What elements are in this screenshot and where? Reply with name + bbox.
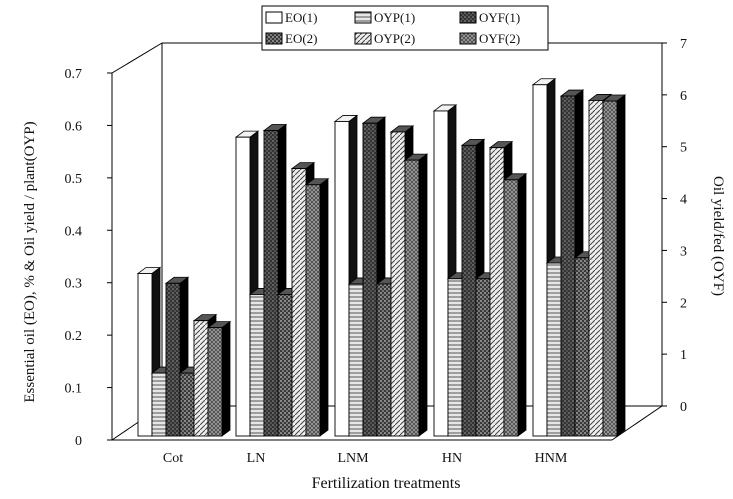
bar-front [165,282,181,437]
bar-front [602,100,618,437]
bar-front [334,120,350,437]
floor-right-diagonal [611,405,663,441]
y-axis-left-title: Essential oil (EO), % & Oil yield / plan… [22,121,38,402]
bars [136,77,627,437]
left-tick-label: 0.7 [65,67,83,82]
bar-front [137,273,153,437]
bar-oyf2-hnm [601,94,627,437]
legend-swatch-oyp1 [354,11,372,24]
left-tick-label: 0.4 [65,224,83,239]
legend-swatch-eo1 [265,11,283,24]
left-tick-label: 0 [75,434,82,449]
bar-front [588,100,604,437]
bar-front [532,84,548,437]
legend-swatch-oyp2 [354,32,372,45]
bar-side [319,177,329,437]
category-label: HN [442,451,462,466]
right-tick-label: 1 [680,348,687,363]
bar-front [179,372,195,437]
bar-front [235,136,251,437]
bar-front [546,262,562,437]
right-tick-label: 4 [680,193,687,208]
bar-front [193,320,209,437]
bar-front [390,131,406,437]
bar-oyf1-cot [164,276,190,437]
left-tick-label: 0.1 [65,382,83,397]
left-tick-label: 0.5 [65,172,83,187]
right-tick-label: 7 [680,37,687,52]
legend-swatch-eo2 [265,32,283,45]
legend-label-eo2: EO(2) [285,31,318,46]
right-tick-label: 2 [680,296,687,311]
bar-side [221,320,231,437]
legend: EO(1) OYP(1) OYF(1) EO(2) OYP(2) OYF(2) [261,5,549,51]
bar-side [517,173,527,437]
right-axis: 0 1 2 3 4 5 6 7 [662,37,687,415]
bar-side [616,94,626,437]
legend-label-eo1: EO(1) [285,10,318,25]
bar-front [433,110,449,437]
bar-front [376,283,392,437]
left-top-diagonal [111,42,163,74]
category-label: HNM [535,451,568,466]
bar-oyf2-ln [304,177,330,437]
right-tick-label: 6 [680,89,687,104]
bar-front [151,372,167,437]
bar-front [263,130,279,437]
bar-front [447,278,463,437]
category-label: Cot [163,451,183,466]
category-labels: Cot LN LNM HN HNM [163,451,568,466]
legend-label-oyp2: OYP(2) [374,31,415,46]
legend-swatch-oyf1 [459,11,477,24]
left-tick-label: 0.6 [65,119,83,134]
bar-front [305,184,321,437]
bar-side [418,153,428,437]
legend-label-oyf2: OYF(2) [479,31,520,46]
bar-front [574,257,590,437]
bar-front [207,327,223,437]
right-tick-label: 0 [680,400,687,415]
category-label: LNM [337,451,369,466]
right-tick-label: 5 [680,141,687,156]
bar-front [489,147,505,437]
bar-front [404,159,420,437]
bar-front [249,293,265,437]
bar-front [348,283,364,437]
legend-label-oyp1: OYP(1) [374,10,415,25]
bar-front [475,278,491,437]
bar-oyf2-hn [502,173,528,437]
right-tick-label: 3 [680,244,687,259]
legend-swatch-oyf2 [459,32,477,45]
bar-front [560,95,576,437]
bar-oyf2-cot [206,320,232,437]
left-tick-label: 0.2 [65,329,83,344]
x-axis-title: Fertilization treatments [312,475,461,492]
bar-front [277,293,293,437]
legend-label-oyf1: OYF(1) [479,10,520,25]
bar-front [291,168,307,437]
bar-front [362,122,378,437]
left-axis: 0 0.1 0.2 0.3 0.4 0.5 0.6 0.7 [65,67,112,449]
left-tick-label: 0.3 [65,277,83,292]
legend-box [261,5,549,51]
y-axis-right-title: Oil yield/fed (OYF) [710,176,726,296]
bar-oyf2-lnm [403,153,429,437]
bar-front [461,144,477,437]
category-label: LN [247,451,266,466]
bar-front [503,179,519,437]
